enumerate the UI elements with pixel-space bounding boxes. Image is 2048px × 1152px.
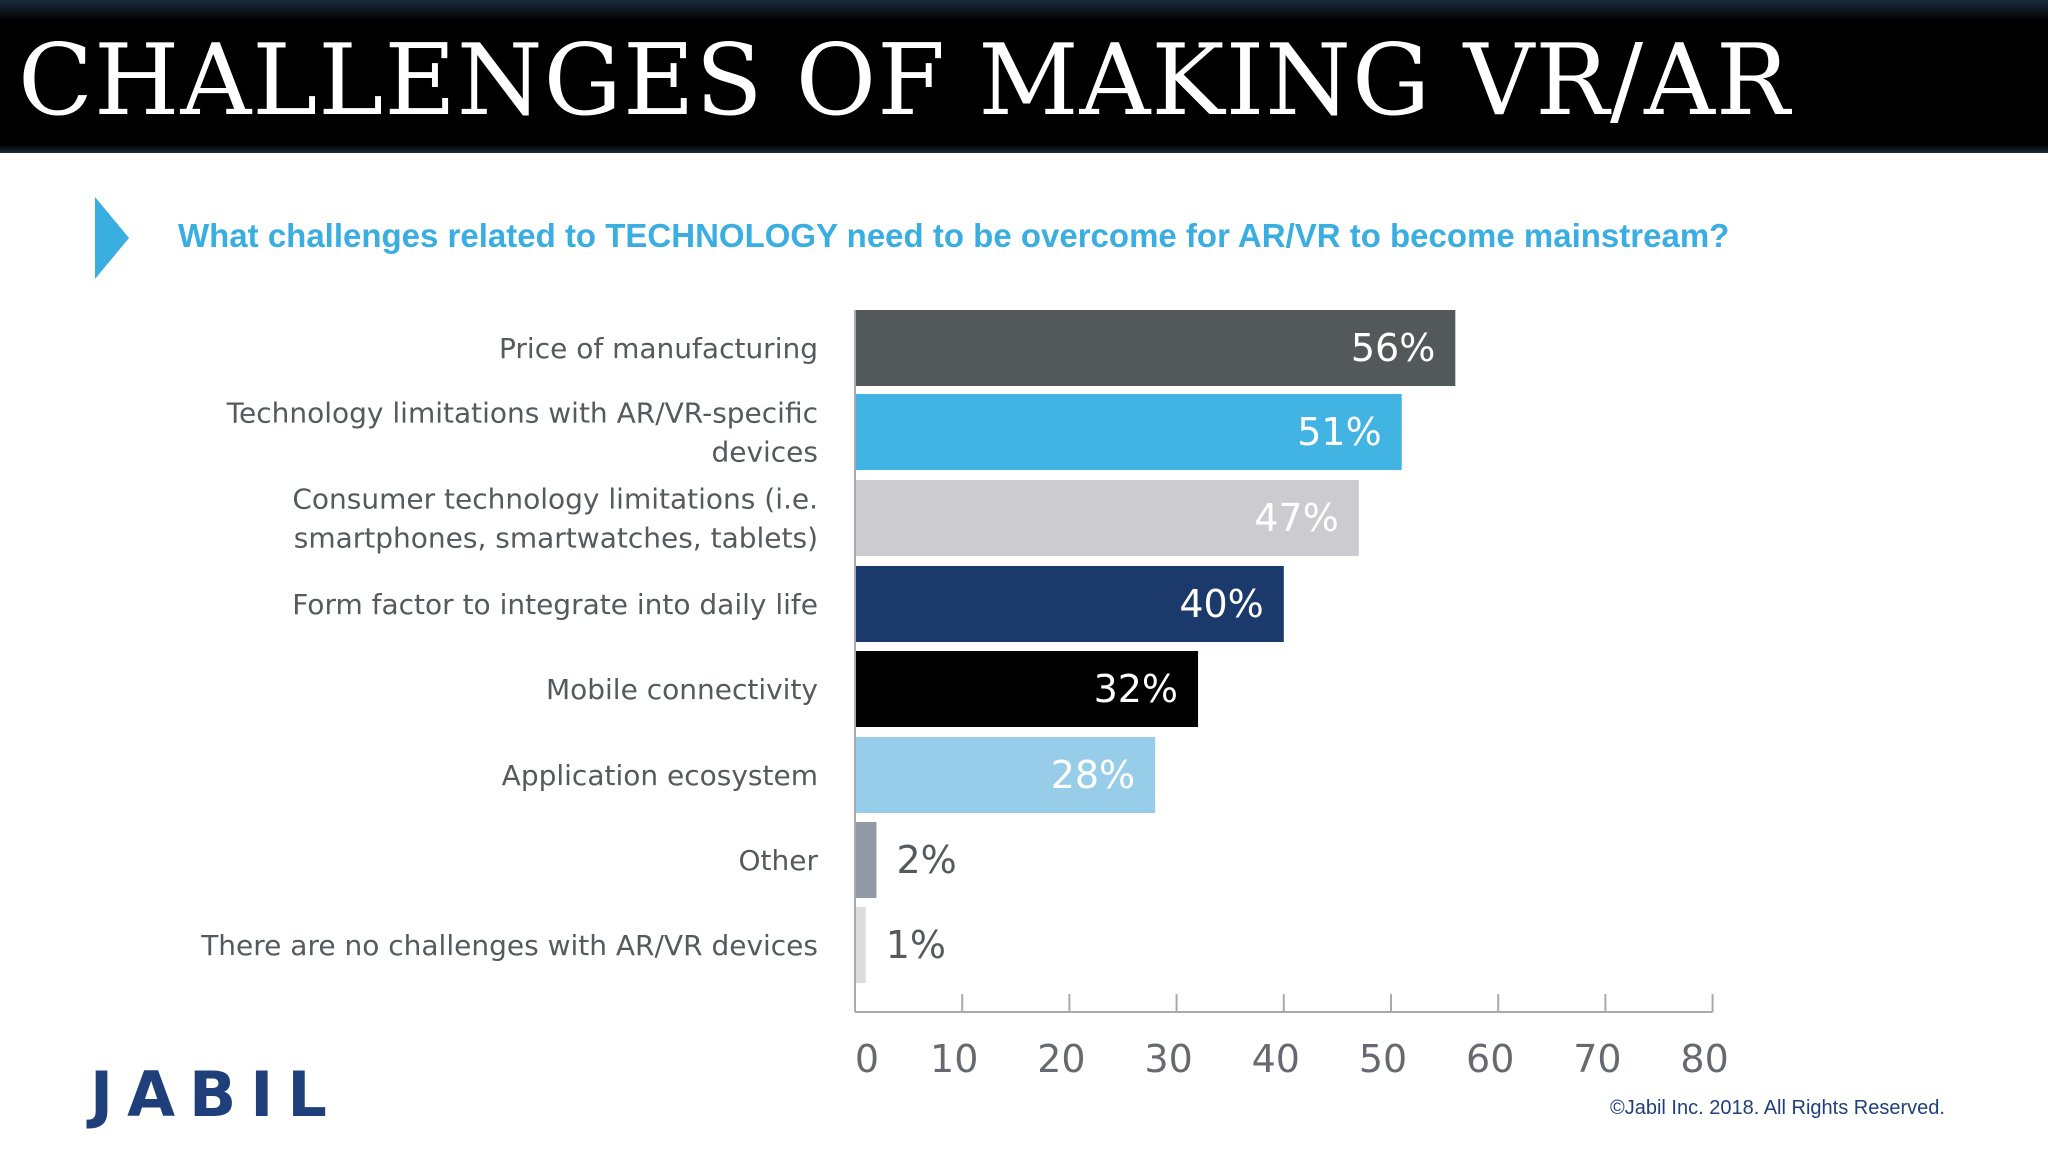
category-label-6: Application ecosystem: [502, 759, 818, 792]
value-label-4: 40%: [1179, 582, 1263, 626]
value-label-6: 28%: [1051, 753, 1135, 797]
play-arrow-icon: [95, 197, 129, 279]
x-tick-label-80: 80: [1680, 1037, 1728, 1081]
value-label-2: 51%: [1297, 410, 1381, 454]
value-label-1: 56%: [1351, 326, 1435, 370]
value-label-3: 47%: [1254, 496, 1338, 540]
category-label-2-line-1: Technology limitations with AR/VR-specif…: [226, 397, 818, 430]
copyright-notice: ©Jabil Inc. 2018. All Rights Reserved.: [1610, 1097, 1945, 1119]
x-tick-label-70: 70: [1573, 1037, 1621, 1081]
value-label-8: 1%: [886, 923, 946, 967]
value-label-5: 32%: [1094, 667, 1178, 711]
bar-7: [855, 822, 877, 898]
category-label-7: Other: [738, 844, 818, 877]
category-label-3-line-1: Consumer technology limitations (i.e.: [292, 483, 818, 516]
x-tick-label-30: 30: [1144, 1037, 1192, 1081]
category-label-5: Mobile connectivity: [546, 673, 818, 706]
x-tick-label-50: 50: [1359, 1037, 1407, 1081]
category-label-8: There are no challenges with AR/VR devic…: [200, 929, 818, 962]
category-label-4: Form factor to integrate into daily life: [292, 588, 818, 621]
category-label-1: Price of manufacturing: [499, 332, 818, 365]
bar-2: [855, 394, 1402, 470]
jabil-logo: JABIL: [90, 1058, 341, 1131]
x-tick-label-60: 60: [1466, 1037, 1514, 1081]
x-tick-label-20: 20: [1037, 1037, 1085, 1081]
bar-4: [855, 566, 1284, 642]
bar-6: [855, 737, 1156, 813]
value-label-7: 2%: [896, 838, 956, 882]
bar-5: [855, 651, 1199, 727]
chart-question: What challenges related to TECHNOLOGY ne…: [178, 217, 1730, 254]
category-label-2-line-2: devices: [711, 436, 818, 469]
bar-3: [855, 480, 1359, 556]
bar-8: [855, 907, 866, 983]
x-tick-label-0: 0: [855, 1037, 879, 1081]
x-tick-label-40: 40: [1252, 1037, 1300, 1081]
x-tick-label-10: 10: [930, 1037, 978, 1081]
title-banner: CHALLENGES OF MAKING VR/AR: [0, 0, 2048, 153]
category-label-3-line-2: smartphones, smartwatches, tablets): [294, 522, 818, 555]
bar-1: [855, 310, 1456, 386]
page-title: CHALLENGES OF MAKING VR/AR: [18, 24, 1791, 138]
